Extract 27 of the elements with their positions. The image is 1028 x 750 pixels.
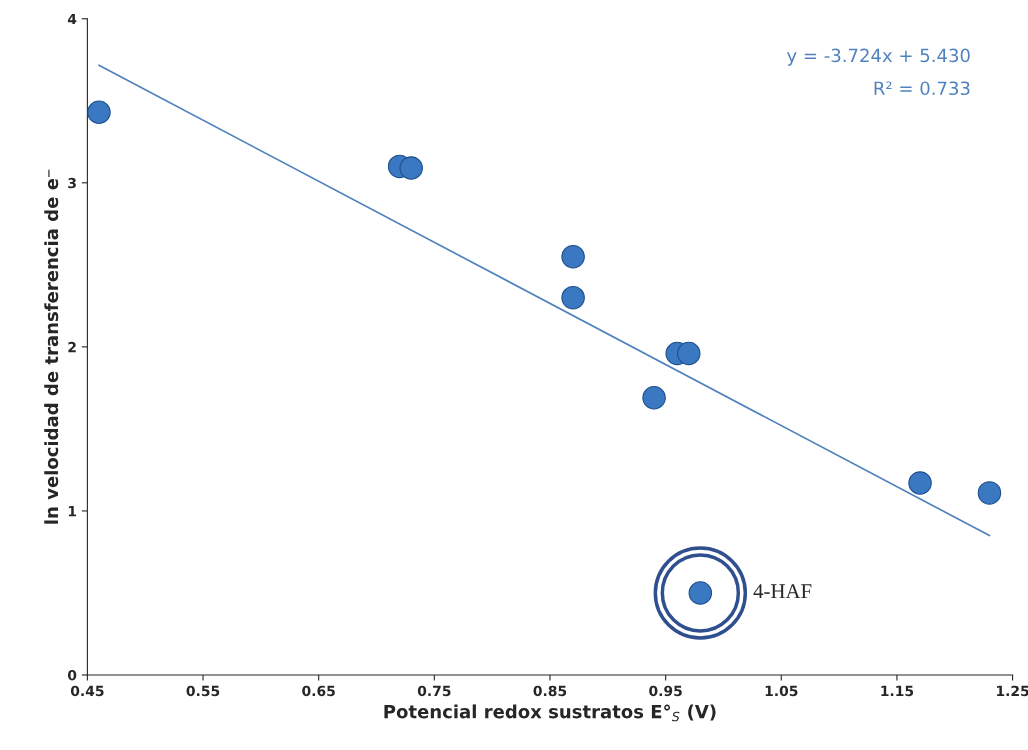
y-tick-label: 1 xyxy=(68,506,77,517)
x-tick-label: 1.05 xyxy=(765,685,798,697)
x-tick-label: 1.15 xyxy=(881,685,914,697)
point xyxy=(399,156,423,180)
point xyxy=(677,341,701,366)
x-tick-label: 0.75 xyxy=(417,685,451,697)
x-tick-label: 1.25 xyxy=(997,685,1028,697)
point xyxy=(977,481,1002,505)
annotation: 4-HAF xyxy=(753,584,812,598)
x-tick-label: 0.45 xyxy=(70,685,104,697)
x-axis-title: Potencial redox sustratos E°$_{S}$ (V) xyxy=(384,704,716,722)
point xyxy=(642,385,666,410)
y-tick-label: 0 xyxy=(67,669,77,681)
point xyxy=(87,100,111,125)
y-tick-label: 3 xyxy=(68,177,76,189)
x-tick-label: 0.55 xyxy=(186,685,220,697)
annotation: y = -3.724x + 5.430 xyxy=(787,48,970,66)
x-tick-label: 0.85 xyxy=(533,685,567,697)
y-tick-label: 2 xyxy=(68,341,76,353)
y-axis-title: ln velocidad de transferencia de e⁻ xyxy=(44,169,59,524)
point xyxy=(908,471,932,495)
point xyxy=(561,244,585,269)
point xyxy=(561,285,585,310)
x-tick-label: 0.95 xyxy=(649,685,682,697)
annotation: R² = 0.733 xyxy=(874,81,970,96)
y-tick-label: 4 xyxy=(67,13,77,25)
x-tick-label: 0.65 xyxy=(302,685,335,697)
